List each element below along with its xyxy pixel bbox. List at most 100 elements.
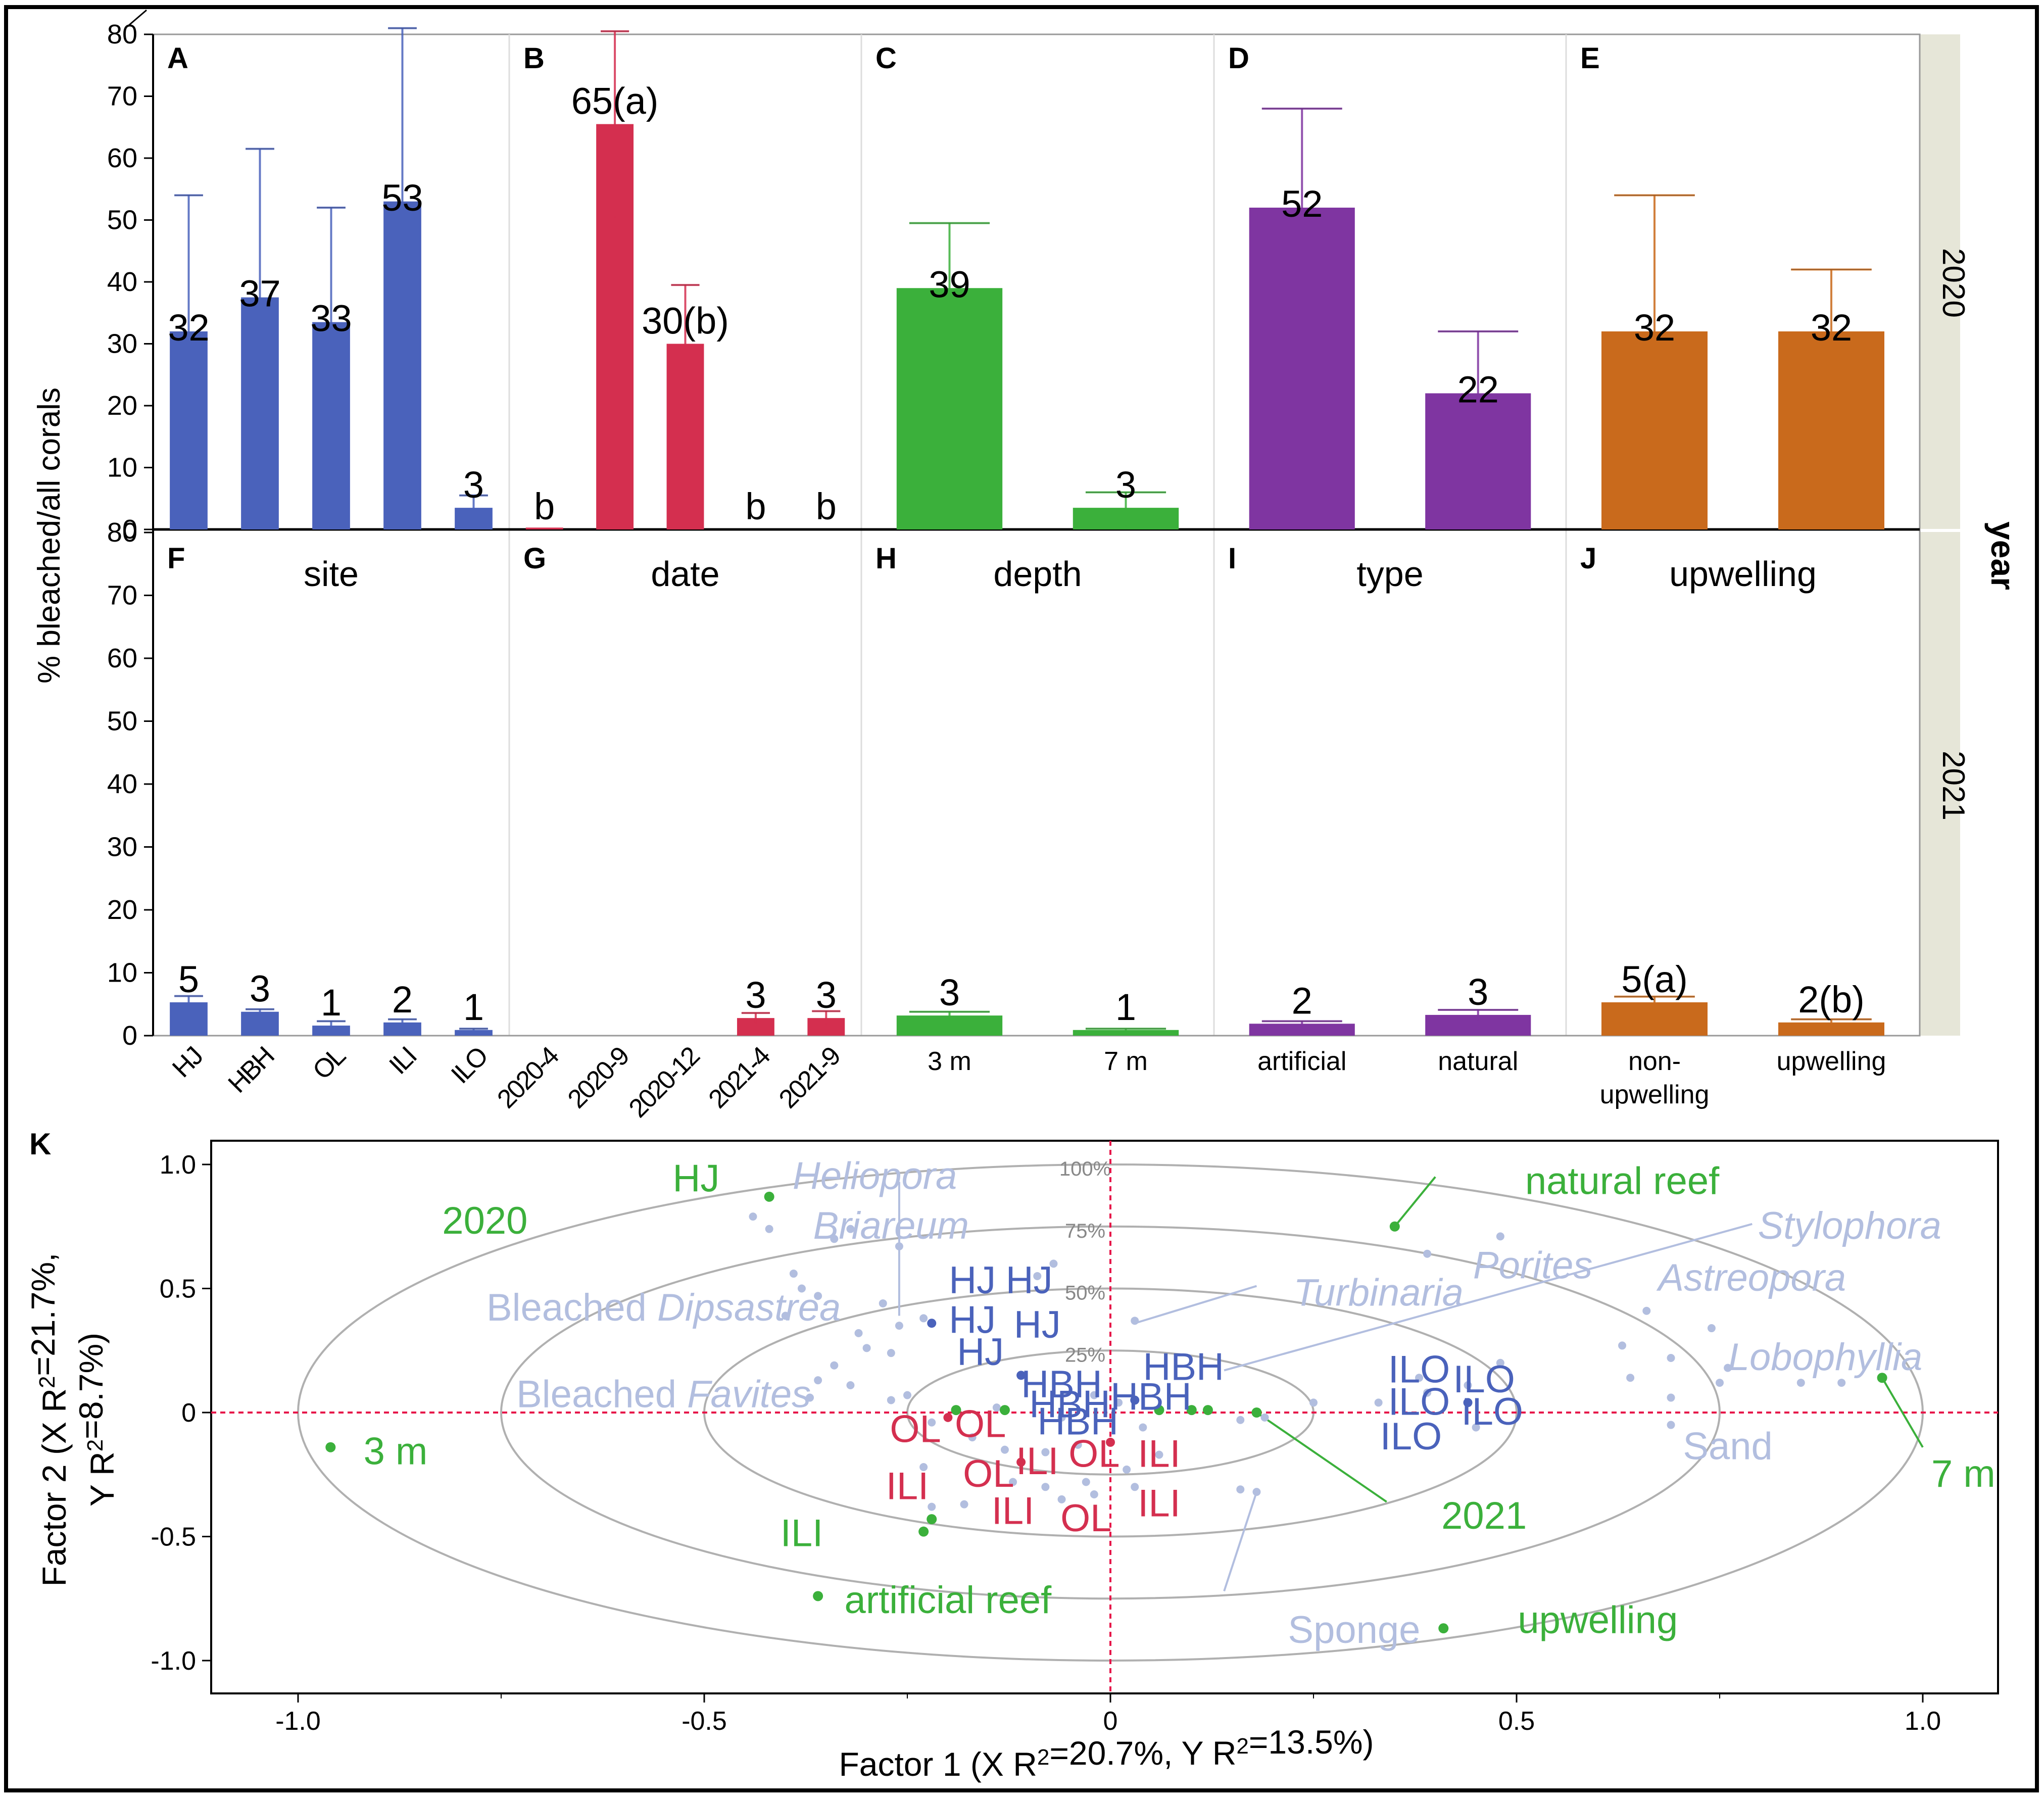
- grey-point: [895, 1322, 903, 1330]
- grey-point: [1123, 1465, 1131, 1474]
- grey-point: [903, 1391, 911, 1399]
- grey-point: [1236, 1485, 1245, 1494]
- facet-title-type: type: [1356, 554, 1423, 594]
- y-axis-title: % bleached/all corals: [32, 387, 67, 684]
- pca-point-label: Bleached Favites: [516, 1373, 811, 1416]
- bar-value-label: 39: [929, 263, 970, 305]
- x-tick-label: upwelling: [1777, 1047, 1886, 1076]
- grey-point: [1009, 1478, 1017, 1486]
- bar-value-label: 5: [178, 958, 199, 1000]
- bar-value-label: 3: [939, 971, 960, 1013]
- grey-point: [1082, 1478, 1090, 1486]
- pca-point-label: OL: [963, 1452, 1014, 1495]
- grey-point: [814, 1376, 822, 1385]
- panel-letter: F: [167, 542, 185, 575]
- bar-value-label: 32: [1634, 307, 1675, 349]
- grey-point: [887, 1396, 895, 1404]
- panel-letter: E: [1580, 42, 1600, 75]
- pca-point-label: 2020: [442, 1199, 527, 1242]
- y-tick-label: 70: [107, 81, 137, 112]
- grey-point: [806, 1393, 814, 1402]
- pca-y-axis-title-line2: Y R2=8.7%): [72, 1333, 121, 1506]
- pca-point-label: ILI: [1016, 1440, 1059, 1483]
- grey-point: [1057, 1495, 1066, 1503]
- grey-point: [814, 1292, 822, 1300]
- bar-value-label: 22: [1457, 369, 1499, 411]
- x-tick-label: HJ: [167, 1042, 208, 1083]
- grey-point: [1041, 1483, 1050, 1491]
- grey-point: [895, 1242, 903, 1251]
- pca-y-tick-label: 0.5: [160, 1275, 196, 1304]
- y-tick-label: 60: [107, 643, 137, 673]
- bar: [525, 527, 563, 529]
- green-point: [951, 1405, 961, 1416]
- pca-point-label: ILI: [1138, 1482, 1181, 1525]
- panel-letter: D: [1228, 42, 1249, 75]
- grey-point: [879, 1299, 887, 1307]
- pca-point-label: OL: [890, 1407, 941, 1450]
- grey-point: [887, 1349, 895, 1357]
- leader-line: [1134, 1285, 1257, 1325]
- pca-point-label: 3 m: [364, 1430, 428, 1473]
- bar-value-label: 3: [1468, 971, 1488, 1013]
- pca-x-tick-label: -1.0: [275, 1707, 321, 1736]
- pca-point-label: HJ: [949, 1298, 996, 1341]
- panel-letter: I: [1228, 542, 1236, 575]
- pca-point-label: HJ: [949, 1259, 996, 1302]
- y-tick-label: 20: [107, 895, 137, 925]
- grey-point: [1667, 1353, 1675, 1362]
- bar-value-label: 65(a): [571, 80, 659, 122]
- figure-border: [4, 5, 2039, 1792]
- leader-line: [1394, 1176, 1436, 1228]
- grey-point: [1667, 1393, 1675, 1402]
- grey-point: [1114, 1398, 1123, 1407]
- grey-point: [830, 1235, 839, 1243]
- pca-point-label: ILO: [1388, 1348, 1450, 1391]
- grey-point: [765, 1225, 773, 1233]
- x-tick-label: 2021-9: [773, 1042, 846, 1114]
- grey-point: [1464, 1381, 1472, 1389]
- pca-frame: [210, 1140, 1999, 1694]
- pca-point-label: Heliopora: [793, 1155, 957, 1198]
- grey-point: [968, 1433, 977, 1442]
- x-tick-label: natural: [1438, 1047, 1518, 1076]
- grey-point: [919, 1463, 928, 1472]
- grey-point: [789, 1270, 798, 1278]
- x-tick-label: artificial: [1257, 1047, 1346, 1076]
- pca-x-tick-label: -0.5: [682, 1707, 727, 1736]
- grey-point: [1724, 1364, 1732, 1372]
- pca-point-label: HJ: [1006, 1259, 1053, 1302]
- x-tick-label: 3 m: [928, 1047, 971, 1076]
- panel-letter: H: [875, 542, 897, 575]
- y-tick-label: 50: [107, 205, 137, 235]
- pca-point-label: HBH: [1021, 1363, 1102, 1406]
- pca-point-label: HBH: [1029, 1383, 1110, 1426]
- grey-point: [1415, 1374, 1424, 1382]
- x-tick-label: 2020-12: [623, 1042, 705, 1124]
- green-point: [1154, 1405, 1164, 1416]
- y-tick-label: 0: [122, 514, 137, 545]
- panel-letter: G: [523, 542, 546, 575]
- y-tick-label: 10: [107, 958, 137, 988]
- grey-point: [1041, 1448, 1050, 1456]
- red-point: [1016, 1457, 1026, 1467]
- pca-point-label: HBH: [1110, 1376, 1191, 1419]
- grey-point: [1000, 1445, 1009, 1454]
- red-point: [1106, 1437, 1115, 1447]
- green-point: [1186, 1405, 1197, 1416]
- y-tick-label: 50: [107, 706, 137, 737]
- grey-point: [1236, 1416, 1245, 1424]
- grey-point: [1252, 1488, 1261, 1496]
- green-point: [764, 1191, 774, 1202]
- pca-point-label: HBH: [1143, 1346, 1224, 1389]
- green-point: [999, 1405, 1010, 1416]
- grey-point: [928, 1502, 936, 1511]
- y-tick-label: 40: [107, 769, 137, 799]
- grey-point: [1374, 1398, 1383, 1407]
- grey-point: [846, 1381, 855, 1389]
- grey-point: [1707, 1324, 1716, 1333]
- pca-point-label: OL: [1060, 1497, 1111, 1540]
- y-tick-label: 30: [107, 832, 137, 862]
